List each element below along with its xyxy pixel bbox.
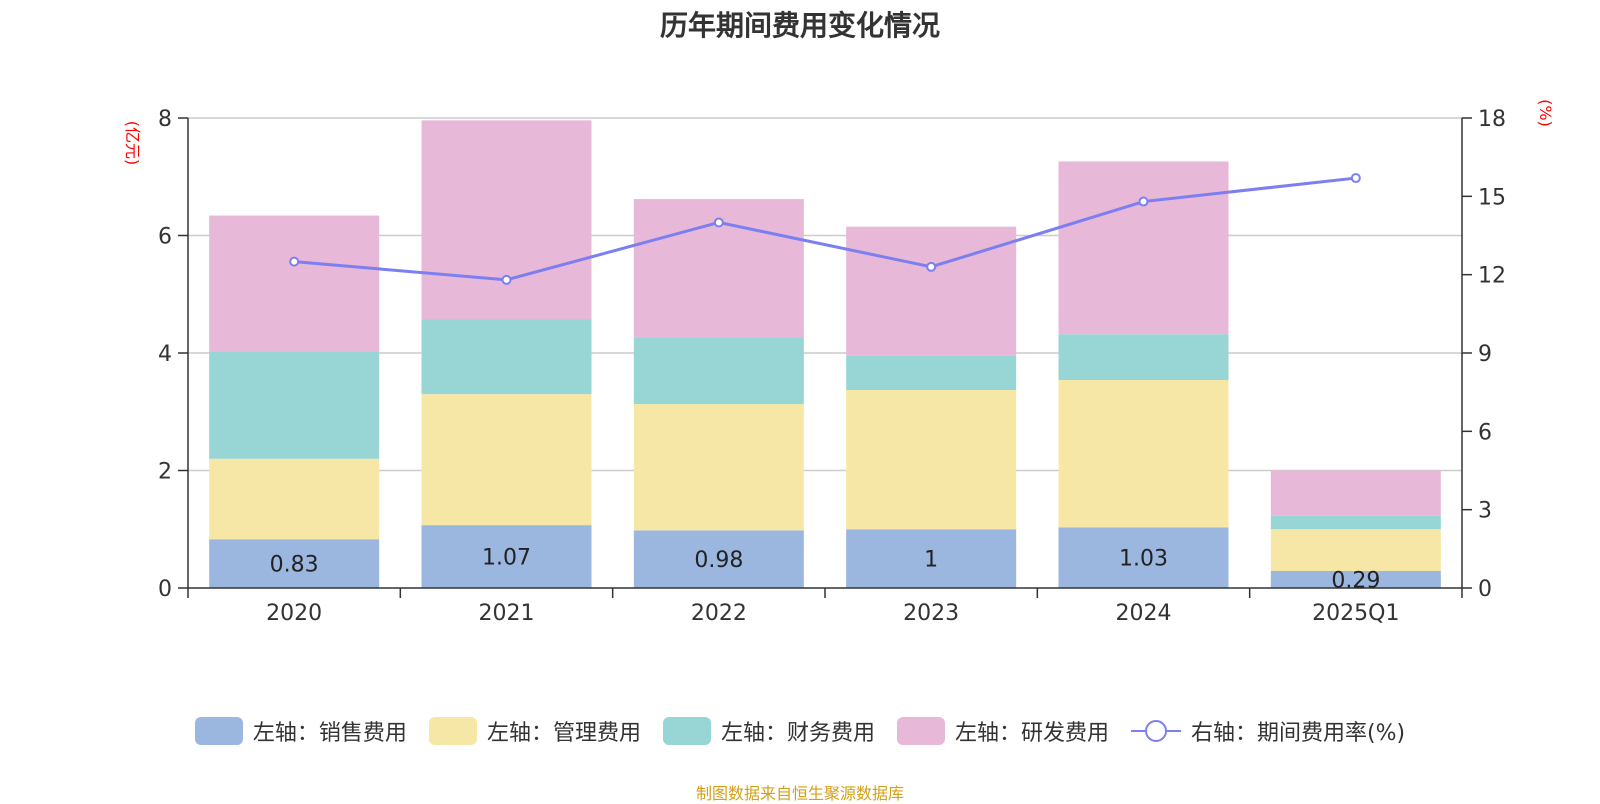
legend-swatch-admin xyxy=(428,717,477,745)
y-left-tick-label: 2 xyxy=(158,460,172,485)
legend-label-sales: 左轴：销售费用 xyxy=(252,721,407,746)
bar-data-label: 1 xyxy=(924,548,938,573)
bar-segment xyxy=(1058,334,1229,381)
bars xyxy=(209,120,1441,588)
rate-point xyxy=(1350,173,1361,184)
rate-point xyxy=(926,261,937,272)
y-right-tick-label: 3 xyxy=(1478,499,1492,524)
x-tick-label: 2020 xyxy=(266,601,322,626)
legend-label-rd: 左轴：研发费用 xyxy=(954,721,1109,746)
rate-line xyxy=(289,173,1361,285)
rate-point xyxy=(713,217,724,228)
chart-title: 历年期间费用变化情况 xyxy=(659,9,940,42)
bar-segment xyxy=(421,120,592,320)
y-right-unit: (%) xyxy=(1536,99,1555,127)
x-tick-label: 2022 xyxy=(691,601,747,626)
data-labels: 0.83 1.07 0.98 1 1.03 0.29 xyxy=(270,546,1381,594)
x-tick-label: 2024 xyxy=(1116,601,1172,626)
y-left-tick-label: 4 xyxy=(158,342,172,367)
bar-segment xyxy=(1270,515,1441,530)
x-tick-label: 2023 xyxy=(903,601,959,626)
bar-segment xyxy=(633,337,804,405)
legend-swatch-sales xyxy=(194,717,243,745)
y-left-unit: (亿元) xyxy=(123,121,142,166)
bar-segment xyxy=(209,215,380,352)
bar-segment xyxy=(1058,527,1229,588)
y-right-tick-label: 6 xyxy=(1478,420,1492,445)
y-right-tick-label: 0 xyxy=(1478,577,1492,602)
bar-data-label: 0.98 xyxy=(694,548,743,573)
bar-segment xyxy=(633,404,804,531)
bar-segment xyxy=(1270,470,1441,516)
bar-segment xyxy=(421,525,592,588)
bar-segment xyxy=(209,351,380,459)
y-left-tick-label: 0 xyxy=(158,577,172,602)
rate-line-path xyxy=(294,176,1356,282)
y-right-tick-label: 18 xyxy=(1478,107,1506,132)
legend-label-rate: 右轴：期间费用率(%) xyxy=(1190,721,1406,746)
legend-item-sales[interactable]: 左轴：销售费用 xyxy=(194,715,407,747)
bar-data-label: 1.07 xyxy=(482,546,531,571)
bar-segment xyxy=(1058,161,1229,335)
rate-point xyxy=(501,274,512,285)
bar-segment xyxy=(1270,570,1441,588)
legend-swatch-finance xyxy=(662,717,711,745)
legend-item-rd[interactable]: 左轴：研发费用 xyxy=(896,715,1109,747)
rate-point xyxy=(1138,196,1149,207)
y-left-tick-label: 8 xyxy=(158,107,172,132)
bar-segment xyxy=(421,319,592,395)
legend-item-finance[interactable]: 左轴：财务费用 xyxy=(662,715,875,747)
bar-segment xyxy=(846,355,1017,391)
y-left-tick-label: 6 xyxy=(158,225,172,250)
bar-segment xyxy=(1058,380,1229,528)
bar-data-label: 1.03 xyxy=(1119,547,1168,572)
x-tick-label: 2025Q1 xyxy=(1312,601,1399,626)
legend-label-finance: 左轴：财务费用 xyxy=(720,721,875,746)
x-tick-label: 2021 xyxy=(479,601,535,626)
bar-segment xyxy=(1270,529,1441,571)
rate-point xyxy=(289,256,300,267)
y-right-tick-label: 12 xyxy=(1478,264,1506,289)
legend-swatch-rd xyxy=(896,717,945,745)
y-right-tick-label: 15 xyxy=(1478,185,1506,210)
grid-lines xyxy=(188,117,1462,472)
bar-segment xyxy=(846,226,1017,356)
bar-segment xyxy=(846,529,1017,588)
legend: 左轴：销售费用 左轴：管理费用 左轴：财务费用 左轴：研发费用 右轴：期间费用率… xyxy=(0,715,1600,747)
bar-data-label: 0.29 xyxy=(1331,568,1380,593)
y-right-tick-label: 9 xyxy=(1478,342,1492,367)
source-note: 制图数据来自恒生聚源数据库 xyxy=(695,784,904,803)
bar-segment xyxy=(633,530,804,588)
legend-item-rate[interactable]: 右轴：期间费用率(%) xyxy=(1130,715,1406,747)
axes: 0 2 4 6 8 0 3 6 9 12 15 18 (亿元) (%) 2020 2021 2022 2023 20… xyxy=(123,99,1555,626)
legend-item-admin[interactable]: 左轴：管理费用 xyxy=(428,715,641,747)
bar-segment xyxy=(209,458,380,540)
legend-line-icon xyxy=(1130,720,1181,742)
bar-segment xyxy=(421,394,592,526)
bar-data-label: 0.83 xyxy=(270,553,319,578)
bar-segment xyxy=(209,539,380,588)
bar-segment xyxy=(846,390,1017,530)
legend-label-admin: 左轴：管理费用 xyxy=(486,721,641,746)
